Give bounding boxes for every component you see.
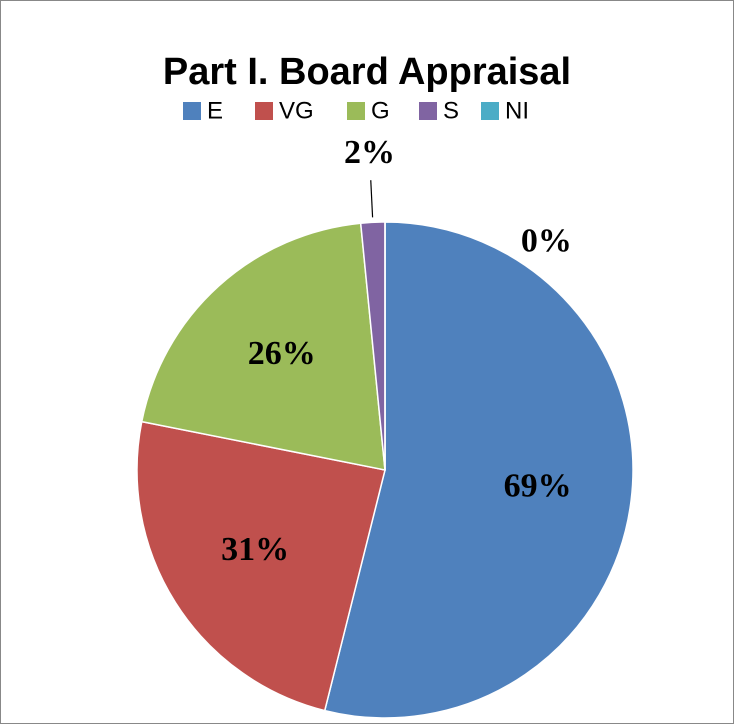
legend-swatch — [481, 102, 499, 120]
data-label: 26% — [248, 335, 316, 372]
legend-swatch — [255, 102, 273, 120]
legend-swatch — [183, 102, 201, 120]
pie-slice — [136, 420, 386, 712]
pie-slice — [323, 221, 634, 719]
legend-label: VG — [279, 97, 314, 124]
leader-line — [370, 180, 374, 218]
legend-label: NI — [505, 97, 529, 124]
data-label: 0% — [521, 223, 572, 260]
data-label: 69% — [504, 468, 572, 505]
data-label: 2% — [344, 134, 395, 171]
legend-swatch — [419, 102, 437, 120]
legend-label: S — [443, 97, 459, 124]
data-label: 31% — [221, 531, 289, 568]
legend-swatch — [347, 102, 365, 120]
legend-label: E — [207, 97, 223, 124]
chart-title: Part I. Board Appraisal — [163, 51, 571, 93]
pie-slice — [140, 222, 386, 471]
legend-label: G — [371, 97, 390, 124]
